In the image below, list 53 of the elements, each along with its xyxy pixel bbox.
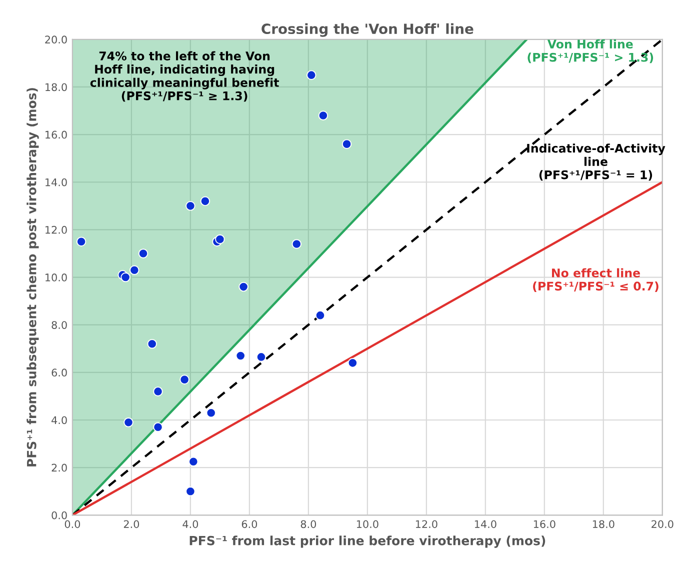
- point: [256, 352, 266, 362]
- y-tick-label: 6.0: [52, 368, 67, 377]
- x-tick-label: 0.0: [64, 520, 80, 528]
- point: [188, 456, 198, 466]
- x-axis-title: PFS⁻¹ from last prior line before virotherapy (mos): [190, 536, 546, 548]
- point: [292, 239, 302, 249]
- point: [315, 310, 326, 320]
- x-tick-label: 14.0: [474, 520, 496, 528]
- y-tick-label: 0.0: [52, 511, 67, 520]
- chart-title: Crossing the 'Von Hoff' line: [262, 23, 474, 37]
- y-tick-label: 18.0: [46, 83, 67, 92]
- point: [236, 350, 246, 361]
- point: [180, 374, 190, 384]
- point: [120, 272, 130, 282]
- x-tick-label: 4.0: [182, 520, 198, 528]
- series-label: No effect line (PFS⁺¹/PFS⁻¹ ≤ 0.7): [533, 268, 658, 292]
- x-tick-label: 20.0: [652, 520, 674, 528]
- x-tick-label: 16.0: [534, 520, 556, 528]
- point: [76, 236, 86, 246]
- y-tick-label: 8.0: [52, 321, 67, 329]
- y-axis-title: PFS⁺¹ from subsequent chemo post virotherapy (mos): [26, 88, 39, 466]
- point: [200, 196, 210, 206]
- x-tick-label: 6.0: [242, 520, 258, 528]
- point: [348, 358, 358, 368]
- y-tick-label: 20.0: [45, 36, 67, 44]
- point: [215, 234, 225, 244]
- x-tick-label: 2.0: [124, 520, 140, 528]
- y-tick-label: 14.0: [46, 178, 67, 186]
- point: [138, 248, 148, 258]
- annotation: 74% to the left of the Von Hoff line, indicating having clinically meaningful benefit (PFS⁺¹/PFS⁻¹ ≥ 1.3): [90, 51, 279, 102]
- point: [342, 139, 352, 149]
- point: [186, 486, 196, 496]
- y-tick-label: 10.0: [46, 274, 67, 282]
- y-tick-label: 4.0: [52, 416, 67, 424]
- point: [130, 265, 140, 276]
- series-label: Indicative-of-Activity line (PFS⁺¹/PFS⁻¹ = 1): [527, 144, 666, 181]
- point: [124, 418, 134, 428]
- x-tick-label: 18.0: [592, 520, 614, 528]
- x-tick-label: 8.0: [300, 520, 316, 528]
- point: [206, 408, 216, 418]
- y-tick-label: 16.0: [46, 130, 67, 139]
- y-tick-label: 2.0: [52, 464, 67, 472]
- point: [318, 110, 328, 120]
- series-label: Von Hoff line (PFS⁺¹/PFS⁻¹ > 1.3): [528, 39, 654, 64]
- x-tick-label: 12.0: [416, 520, 438, 528]
- point: [306, 70, 316, 80]
- point: [147, 339, 157, 349]
- point: [153, 422, 163, 432]
- point: [238, 282, 248, 292]
- point: [153, 386, 163, 396]
- x-tick-label: 10.0: [356, 520, 378, 528]
- point: [186, 201, 196, 211]
- y-tick-label: 12.0: [46, 226, 67, 234]
